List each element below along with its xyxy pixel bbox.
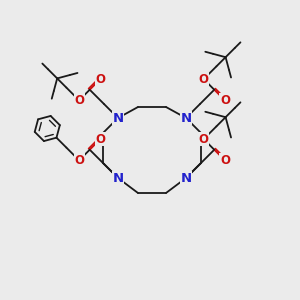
Text: O: O	[74, 154, 84, 167]
Text: O: O	[220, 154, 230, 167]
Text: N: N	[180, 172, 192, 184]
Text: O: O	[95, 73, 105, 85]
Text: N: N	[112, 172, 124, 184]
Text: N: N	[180, 112, 192, 124]
Text: O: O	[95, 133, 105, 146]
Text: O: O	[74, 94, 84, 107]
Text: N: N	[180, 172, 192, 184]
Text: N: N	[180, 112, 192, 124]
Text: O: O	[199, 133, 209, 146]
Text: N: N	[112, 112, 124, 124]
Text: N: N	[112, 172, 124, 184]
Text: N: N	[112, 112, 124, 124]
Text: O: O	[199, 73, 209, 85]
Text: O: O	[220, 94, 230, 107]
